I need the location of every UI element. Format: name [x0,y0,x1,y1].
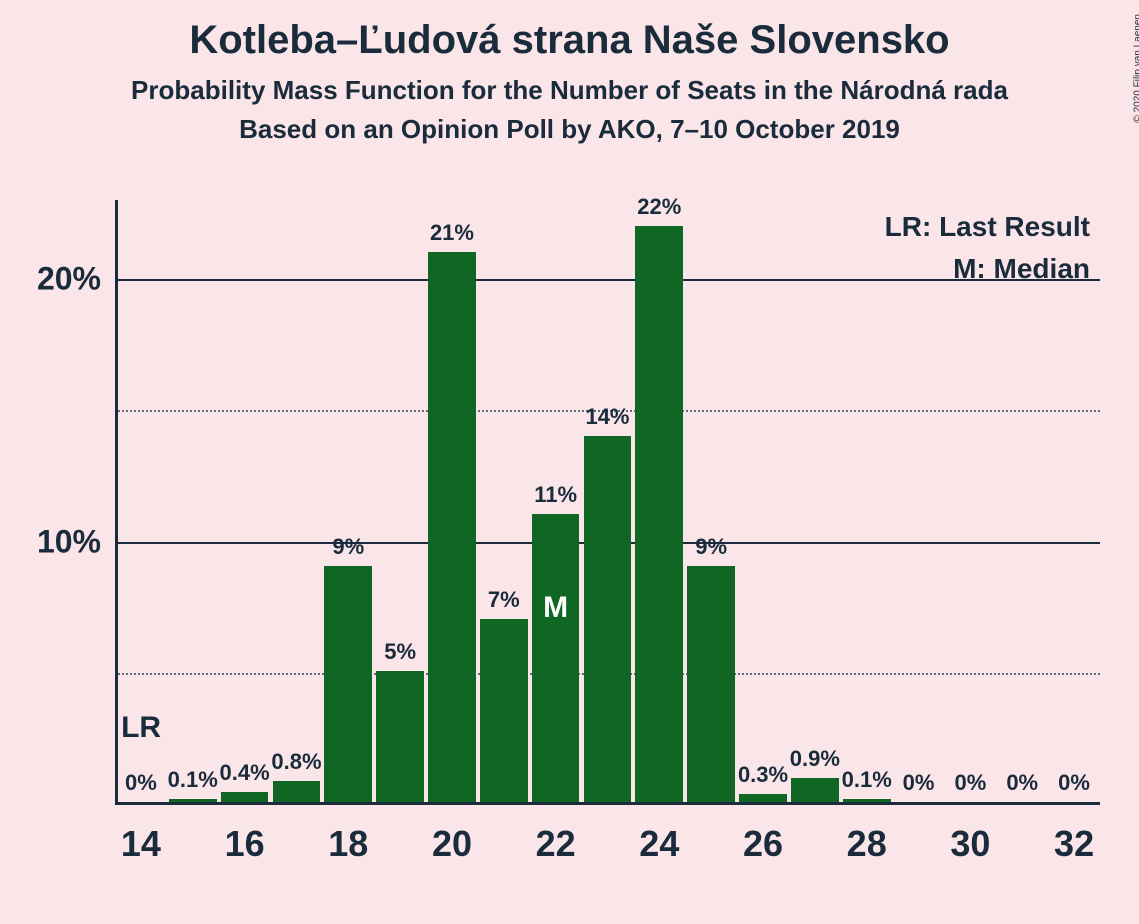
chart-subtitle-2: Based on an Opinion Poll by AKO, 7–10 Oc… [0,114,1139,145]
x-tick-label: 22 [536,805,576,865]
x-tick-label: 30 [950,805,990,865]
x-tick-label: 16 [225,805,265,865]
chart-plot-area: LR: Last Result M: Median 10%20%14161820… [115,200,1100,805]
x-tick-label: 24 [639,805,679,865]
y-tick-label: 20% [37,260,115,297]
bar-value-label: 7% [488,587,520,619]
lr-marker: LR [121,711,161,745]
bar-value-label: 0% [903,770,935,802]
y-axis [115,200,118,805]
bar: 0.1% [843,799,891,802]
x-tick-label: 20 [432,805,472,865]
bar: 21% [428,252,476,802]
legend-lr: LR: Last Result [885,206,1090,248]
bar-value-label: 0% [1006,770,1038,802]
bar-value-label: 0.8% [271,749,321,781]
bar-value-label: 5% [384,639,416,671]
y-tick-label: 10% [37,523,115,560]
bar-value-label: 0.1% [168,767,218,799]
bar: 11% [532,514,580,802]
bar: 0.3% [739,794,787,802]
bar-value-label: 0.3% [738,762,788,794]
x-tick-label: 18 [328,805,368,865]
bar-value-label: 0% [125,770,157,802]
bar: 0.9% [791,778,839,802]
bar-value-label: 22% [637,194,681,226]
median-marker: M [543,591,568,625]
bar: 0.4% [221,792,269,802]
legend: LR: Last Result M: Median [885,206,1090,290]
bar-value-label: 9% [332,534,364,566]
bar-value-label: 11% [534,482,577,514]
bar-value-label: 14% [585,404,629,436]
x-tick-label: 32 [1054,805,1094,865]
x-tick-label: 14 [121,805,161,865]
bar: 9% [324,566,372,802]
chart-title: Kotleba–Ľudová strana Naše Slovensko [0,0,1139,63]
bar-value-label: 0.9% [790,746,840,778]
bar: 9% [687,566,735,802]
bar-value-label: 21% [430,220,474,252]
bar: 0.1% [169,799,217,802]
gridline-major [118,279,1100,281]
bar-value-label: 0.4% [220,760,270,792]
legend-m: M: Median [885,248,1090,290]
bar: 22% [635,226,683,802]
bar-value-label: 0% [954,770,986,802]
credit-text: © 2020 Filip van Laenen [1133,14,1139,123]
bar-value-label: 0.1% [842,767,892,799]
bar: 5% [376,671,424,802]
bar-value-label: 9% [695,534,727,566]
x-tick-label: 28 [847,805,887,865]
x-tick-label: 26 [743,805,783,865]
bar: 7% [480,619,528,802]
bar: 0.8% [273,781,321,802]
bar: 14% [584,436,632,802]
bar-value-label: 0% [1058,770,1090,802]
chart-subtitle-1: Probability Mass Function for the Number… [0,75,1139,106]
